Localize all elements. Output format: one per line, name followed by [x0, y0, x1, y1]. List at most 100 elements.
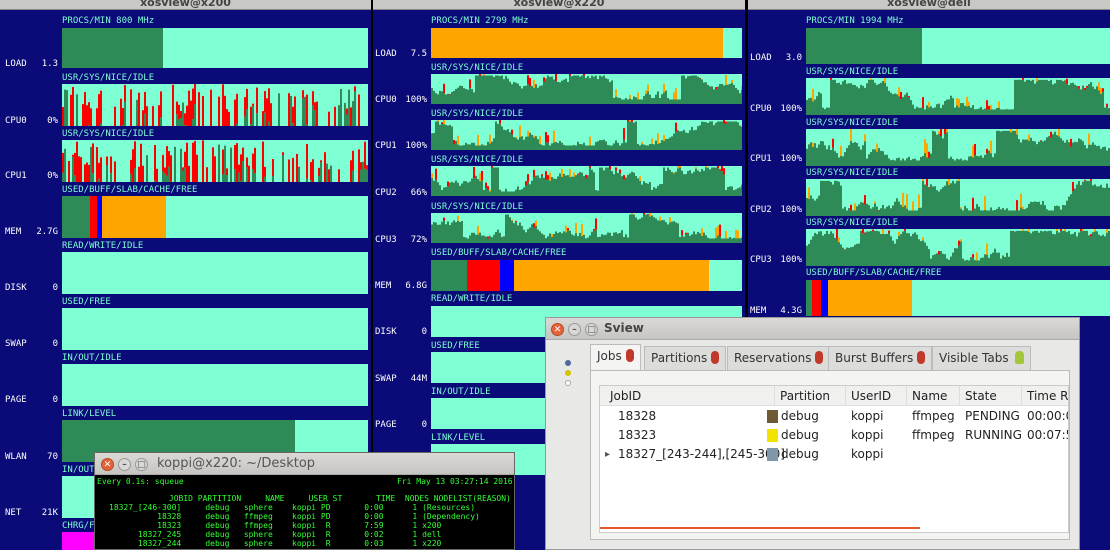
cpu0-caption: USR/SYS/NICE/IDLE: [62, 73, 155, 83]
table-row[interactable]: 18328 debug koppi ffmpeg PENDING 00:00:0…: [600, 407, 1068, 426]
terminal-window[interactable]: ✕ – □ koppi@x220: ~/Desktop Every 0.1s: …: [94, 452, 515, 550]
squeue-row: 18327_245 debug sphere koppi R 0:02 1 de…: [109, 530, 442, 539]
cpu1-meter: [431, 120, 742, 150]
cpu0-value: 0%: [47, 116, 58, 126]
cpu1-meter: [62, 140, 368, 182]
cpu0-label: CPU0: [375, 95, 397, 105]
table-row[interactable]: 18323 debug koppi ffmpeg RUNNING 00:07:5…: [600, 426, 1068, 445]
cell-jobid: 18327_[243-244],[245-300]: [618, 447, 785, 461]
disk-label: DISK: [5, 283, 27, 293]
mem-value: 2.7G: [36, 227, 58, 237]
wlan-value: 70: [47, 452, 58, 462]
sview-title: Sview: [604, 321, 644, 335]
procs-caption: PROCS/MIN 1994 MHz: [806, 16, 904, 26]
tab-partitions-label: Partitions: [651, 351, 708, 365]
load-value: 1.3: [41, 59, 58, 69]
side-handle-dots[interactable]: [565, 360, 573, 386]
cell-jobid: 18323: [618, 428, 657, 442]
row-color-swatch: [767, 429, 778, 442]
link-caption: LINK/LEVEL: [431, 433, 486, 443]
page-label: PAGE: [5, 395, 27, 405]
cpu0-value: 100%: [780, 104, 802, 114]
cpu2-value: 66%: [410, 188, 427, 198]
jobs-panel: JobID Partition UserID Name State Time R…: [590, 370, 1070, 540]
column-header-userid[interactable]: UserID: [846, 386, 907, 406]
cpu0-value: 100%: [405, 95, 427, 105]
column-header-partition[interactable]: Partition: [775, 386, 846, 406]
cpu1-caption: USR/SYS/NICE/IDLE: [431, 109, 524, 119]
load-label: LOAD: [750, 53, 772, 63]
cell-userid: koppi: [851, 428, 884, 442]
squeue-header: JOBID PARTITION NAME USER ST TIME NODES …: [140, 494, 511, 503]
close-button[interactable]: ✕: [551, 323, 564, 336]
mem-meter: [62, 196, 368, 238]
minimize-button[interactable]: –: [118, 458, 131, 471]
swap-meter: [62, 308, 368, 350]
cpu0-label: CPU0: [5, 116, 27, 126]
column-header-jobid[interactable]: JobID: [600, 386, 775, 406]
expander-arrow-icon[interactable]: ▸: [605, 449, 611, 460]
mem-meter: [431, 260, 742, 291]
terminal-titlebar[interactable]: ✕ – □ koppi@x220: ~/Desktop: [95, 453, 514, 475]
sview-titlebar[interactable]: ✕ – □ Sview: [546, 318, 1079, 340]
wlan-label: WLAN: [5, 452, 27, 462]
disk-label: DISK: [375, 327, 397, 337]
cpu1-caption: USR/SYS/NICE/IDLE: [62, 129, 155, 139]
maximize-button[interactable]: □: [135, 458, 148, 471]
column-header-state[interactable]: State: [960, 386, 1022, 406]
page-caption: IN/OUT/IDLE: [62, 353, 122, 363]
mem-value: 4.3G: [780, 306, 802, 316]
dot-icon: [625, 349, 634, 362]
cpu2-label: CPU2: [750, 205, 772, 215]
cpu0-meter: [431, 74, 742, 104]
row-color-swatch: [767, 410, 778, 423]
tab-burst-buffers[interactable]: Burst Buffers: [828, 346, 933, 370]
load-meter: [62, 28, 368, 68]
maximize-button[interactable]: □: [585, 323, 598, 336]
close-button[interactable]: ✕: [101, 458, 114, 471]
page-value: 0: [421, 420, 427, 430]
mem-label: MEM: [5, 227, 22, 237]
cpu0-label: CPU0: [750, 104, 772, 114]
sview-window[interactable]: ✕ – □ Sview Jobs Partitions Reservations…: [545, 317, 1080, 550]
net-label: NET: [5, 508, 22, 518]
disk-meter: [62, 252, 368, 294]
squeue-row: 18327_[246-300] debug sphere koppi PD 0:…: [109, 503, 476, 512]
cpu3-label: CPU3: [750, 255, 772, 265]
swap-caption: USED/FREE: [431, 341, 480, 351]
window-title: xosview@x200: [0, 0, 371, 10]
cpu1-label: CPU1: [5, 171, 27, 181]
android-icon: [1014, 351, 1024, 364]
column-header-name[interactable]: Name: [907, 386, 960, 406]
page-label: PAGE: [375, 420, 397, 430]
dot-icon: [815, 351, 824, 364]
cpu3-label: CPU3: [375, 235, 397, 245]
minimize-button[interactable]: –: [568, 323, 581, 336]
page-meter: [62, 364, 368, 406]
table-row[interactable]: ▸ 18327_[243-244],[245-300] debug koppi: [600, 445, 1068, 464]
load-label: LOAD: [375, 49, 397, 59]
window-title: xosview@x220: [373, 0, 745, 10]
net-caption: IN/OUT/IDLE: [62, 465, 122, 475]
tab-partitions[interactable]: Partitions: [644, 346, 727, 370]
window-title: xosview@dell: [748, 0, 1110, 10]
cpu3-meter: [806, 229, 1110, 266]
jobs-table[interactable]: JobID Partition UserID Name State Time R…: [599, 385, 1069, 533]
net-value: 21K: [41, 508, 58, 518]
cpu1-label: CPU1: [750, 154, 772, 164]
disk-value: 0: [421, 327, 427, 337]
row-color-swatch: [767, 448, 778, 461]
tab-burst-buffers-label: Burst Buffers: [835, 351, 914, 365]
tab-visible-tabs[interactable]: Visible Tabs: [932, 346, 1031, 370]
tab-reservations[interactable]: Reservations: [727, 346, 831, 370]
cpu1-value: 100%: [780, 154, 802, 164]
tab-visible-tabs-label: Visible Tabs: [939, 351, 1009, 365]
cpu1-value: 0%: [47, 171, 58, 181]
dot-icon: [917, 351, 926, 364]
table-header: JobID Partition UserID Name State Time R…: [600, 386, 1068, 406]
cell-jobid: 18328: [618, 409, 657, 423]
watch-command: Every 0.1s: squeue: [97, 477, 184, 486]
tab-jobs[interactable]: Jobs: [590, 344, 641, 371]
column-header-time[interactable]: Time Ru: [1027, 389, 1068, 403]
cell-state: RUNNING: [965, 428, 1022, 442]
